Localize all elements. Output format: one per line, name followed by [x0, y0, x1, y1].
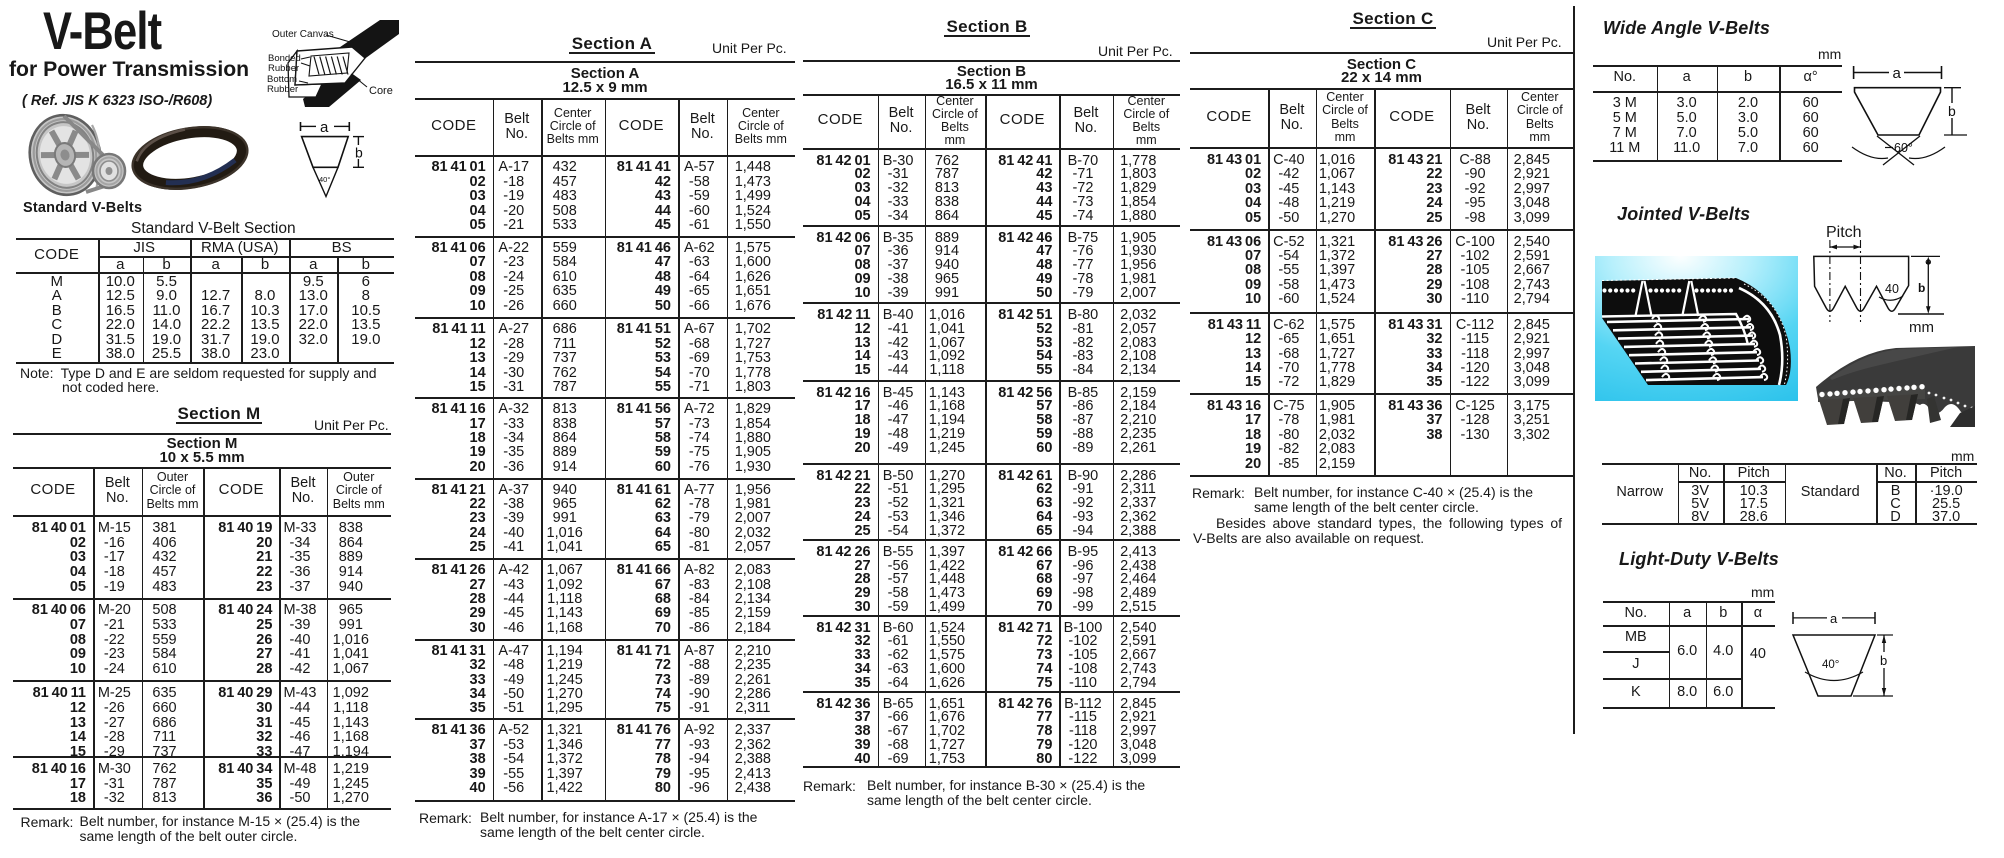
svg-text:b: b [1918, 281, 1925, 295]
svg-text:40°: 40° [319, 175, 330, 184]
svg-text:Rubber: Rubber [267, 84, 298, 95]
svg-text:b: b [1880, 653, 1887, 668]
svg-text:Core: Core [369, 85, 393, 97]
svg-text:Outer Canvas: Outer Canvas [272, 29, 334, 40]
svg-text:Bottom: Bottom [267, 74, 297, 85]
svg-text:60°: 60° [1894, 141, 1913, 155]
svg-text:Rubber: Rubber [268, 63, 299, 74]
svg-text:b: b [1948, 103, 1956, 119]
svg-text:a: a [1893, 65, 1902, 82]
svg-text:40°: 40° [1822, 659, 1839, 671]
svg-text:a: a [320, 119, 329, 136]
svg-text:a: a [1830, 611, 1838, 626]
svg-text:Bonded: Bonded [268, 53, 301, 64]
svg-text:b: b [355, 145, 363, 161]
svg-text:40: 40 [1885, 282, 1899, 296]
